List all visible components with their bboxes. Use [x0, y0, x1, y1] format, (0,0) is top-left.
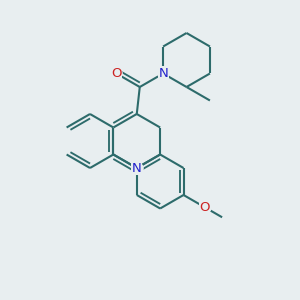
- Text: N: N: [132, 161, 142, 175]
- Text: O: O: [199, 201, 210, 214]
- Text: O: O: [111, 67, 122, 80]
- Text: N: N: [158, 67, 168, 80]
